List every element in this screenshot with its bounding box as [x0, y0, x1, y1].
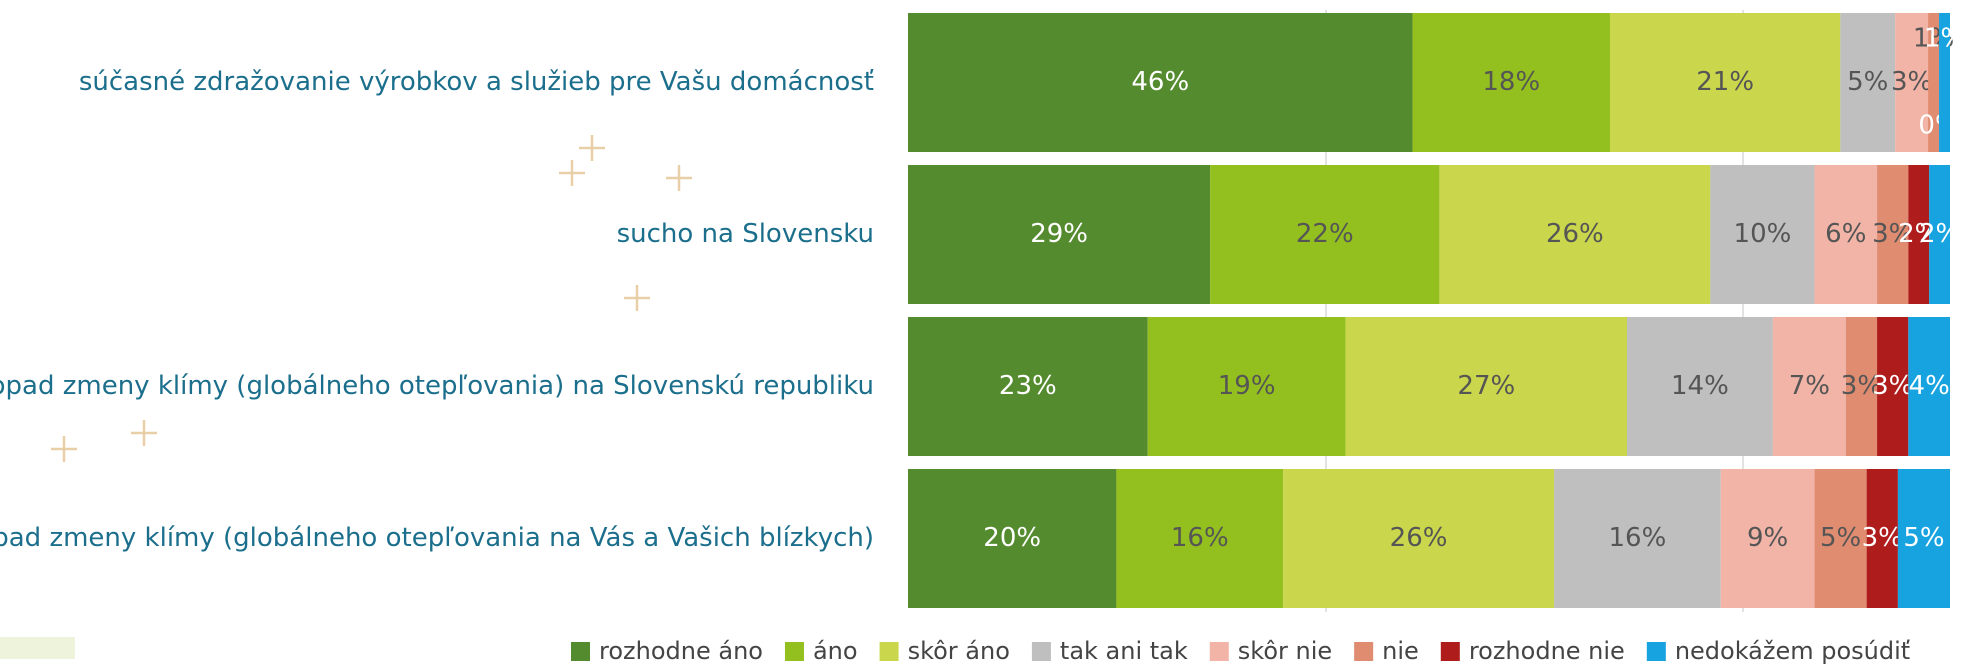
value-label: 1%	[1924, 24, 1965, 54]
legend-label: nedokážem posúdiť	[1675, 637, 1910, 665]
category-label: sucho na Slovensku	[617, 219, 874, 249]
value-label: 20%	[983, 523, 1041, 553]
legend-swatch	[1647, 642, 1666, 661]
value-label: 16%	[1171, 523, 1229, 553]
legend-label: skôr nie	[1238, 637, 1332, 665]
value-label: 4%	[1909, 371, 1950, 401]
decoration	[51, 135, 692, 462]
value-label: 6%	[1825, 219, 1866, 249]
value-label: 26%	[1546, 219, 1604, 249]
value-label: 5%	[1847, 67, 1888, 97]
legend-label: rozhodne áno	[599, 637, 763, 665]
value-label: 10%	[1734, 219, 1792, 249]
value-label: 16%	[1609, 523, 1667, 553]
value-label: 3%	[1872, 371, 1913, 401]
category-label: dopad zmeny klímy (globálneho otepľovani…	[0, 523, 874, 553]
value-label: 21%	[1696, 67, 1754, 97]
value-label: 22%	[1296, 219, 1354, 249]
legend-swatch	[880, 642, 899, 661]
category-label: dopad zmeny klímy (globálneho otepľovani…	[0, 371, 874, 401]
legend-swatch	[785, 642, 804, 661]
value-label: 3%	[1862, 523, 1903, 553]
legend-label: rozhodne nie	[1469, 637, 1625, 665]
value-label: 2%	[1919, 219, 1960, 249]
category-label: súčasné zdražovanie výrobkov a služieb p…	[79, 67, 874, 97]
value-label: 9%	[1747, 523, 1788, 553]
value-label: 18%	[1482, 67, 1540, 97]
value-label: 26%	[1390, 523, 1448, 553]
legend-swatch	[1032, 642, 1051, 661]
value-label: 14%	[1671, 371, 1729, 401]
value-label: 23%	[999, 371, 1057, 401]
value-label: 3%	[1891, 67, 1932, 97]
legend-swatch	[1441, 642, 1460, 661]
legend-label: áno	[813, 637, 858, 665]
legend-label: skôr áno	[908, 637, 1010, 665]
legend-label: tak ani tak	[1060, 637, 1188, 665]
value-label: 5%	[1903, 523, 1944, 553]
value-label: 46%	[1131, 67, 1189, 97]
decoration	[0, 637, 75, 659]
legend-swatch	[1210, 642, 1229, 661]
legend-swatch	[1354, 642, 1373, 661]
value-label: 29%	[1030, 219, 1088, 249]
value-label: 5%	[1820, 523, 1861, 553]
value-label: 27%	[1457, 371, 1515, 401]
legend-label: nie	[1382, 637, 1419, 665]
value-label: 7%	[1789, 371, 1830, 401]
legend-swatch	[571, 642, 590, 661]
chart: súčasné zdražovanie výrobkov a služieb p…	[0, 0, 1966, 669]
value-label: 19%	[1218, 371, 1276, 401]
